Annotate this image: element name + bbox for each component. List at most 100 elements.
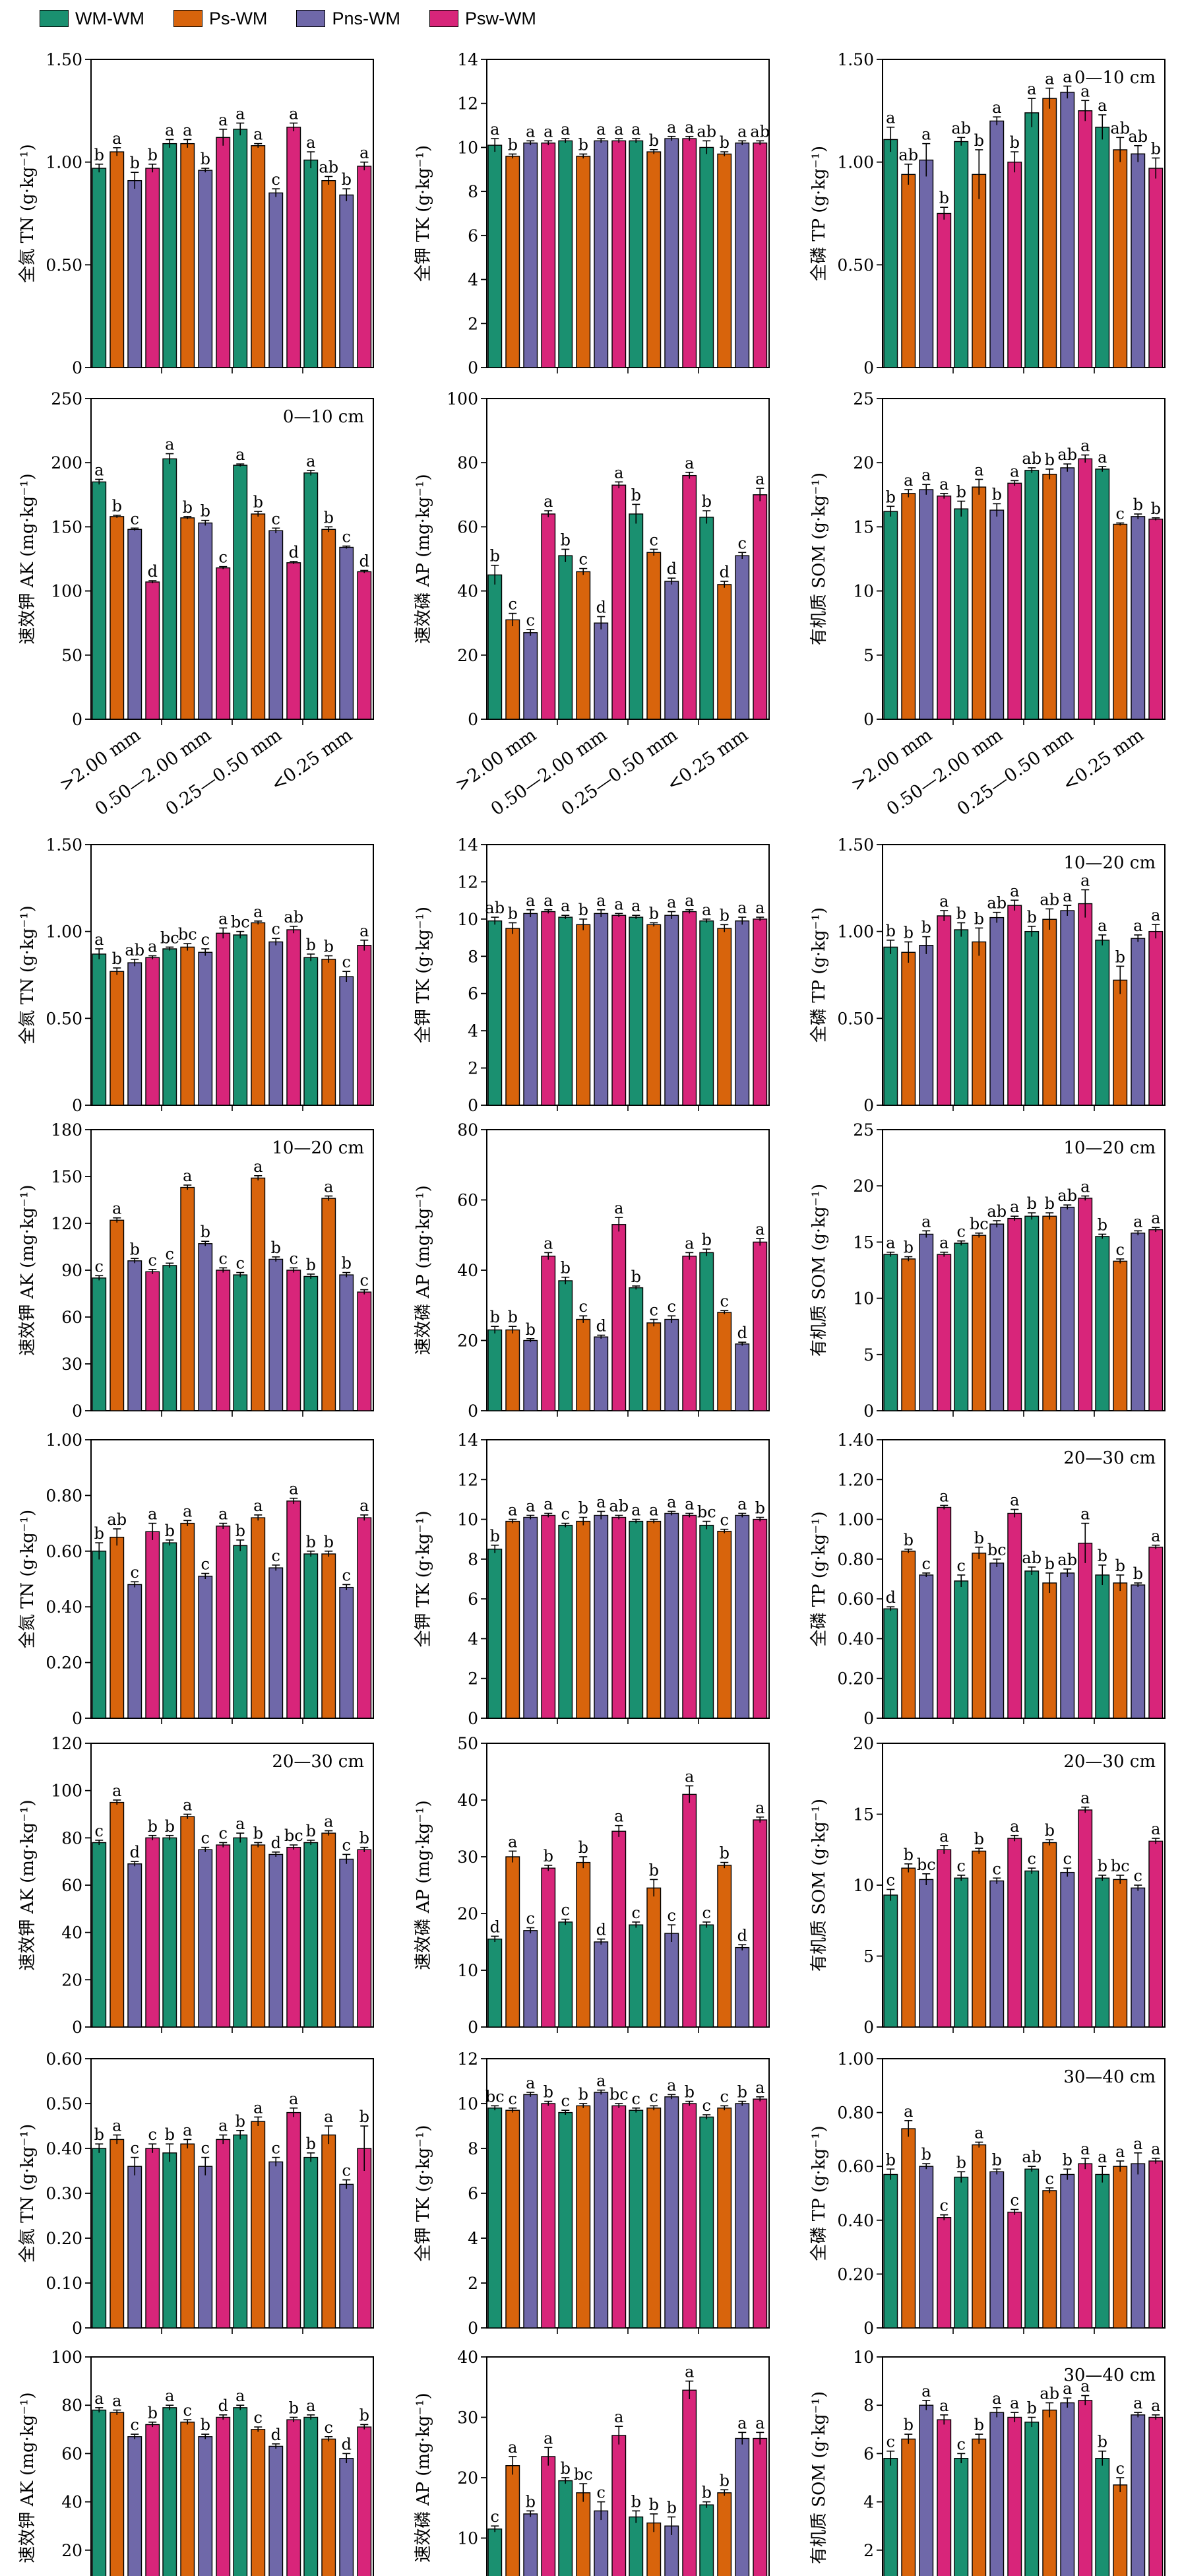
y-tick-label: 20 [853,453,874,472]
significance-letter: ab [1128,127,1148,146]
y-tick-label: 10 [457,2094,478,2113]
y-tick-label: 0.80 [46,1486,82,1505]
significance-letter: a [1080,1178,1090,1196]
bar [1131,516,1146,720]
significance-letter: c [254,2408,263,2427]
y-tick-label: 40 [61,2493,82,2512]
bar [1024,470,1040,720]
bar [558,2480,573,2576]
significance-letter: a [1098,96,1107,115]
significance-letter: ab [1022,449,1042,468]
significance-letter: b [201,150,210,168]
significance-letter: c [668,1297,676,1316]
bar [989,120,1005,368]
significance-letter: c [148,2125,157,2144]
significance-letter: d [342,2435,352,2453]
y-tick-label: 60 [61,2444,82,2463]
significance-letter: a [685,1495,694,1514]
significance-letter: b [1115,948,1125,966]
significance-letter: a [235,1815,245,1833]
y-tick-label: 0 [863,710,874,729]
significance-letter: b [342,170,352,189]
significance-letter: d [148,562,158,581]
significance-letter: b [94,1524,104,1543]
y-tick-label: 2 [468,2274,478,2293]
significance-letter: b [1010,133,1020,152]
significance-letter: ab [898,146,918,164]
bar [646,151,662,368]
y-tick-label: 0 [863,1709,874,1728]
significance-letter: c [201,2139,210,2158]
significance-letter: b [561,2459,571,2478]
significance-letter: c [342,1566,351,1584]
y-axis-label: 速效钾 AK (mg·kg⁻¹) [18,1799,38,1970]
significance-letter: b [720,2471,730,2490]
significance-letter: b [631,1268,641,1286]
significance-letter: a [886,1234,895,1252]
bar [505,1329,520,1411]
bar [303,1842,319,2028]
bar [558,1921,573,2028]
bar [1007,1217,1022,1411]
significance-letter: a [614,120,623,139]
significance-letter: d [218,2397,228,2415]
bar [145,1531,160,1719]
significance-letter: a [702,901,711,919]
bar [251,2429,266,2576]
bar [735,555,750,720]
significance-letter: b [253,1824,263,1843]
bar [558,917,573,1106]
y-tick-label: 80 [457,1120,478,1140]
significance-letter: b [904,923,914,942]
bar [883,139,898,368]
bar [1113,149,1128,368]
bar [92,1551,107,1719]
significance-letter: a [1010,2394,1019,2412]
y-tick-label: 0 [72,1401,82,1421]
bar [1042,1582,1057,1719]
bar [1131,1584,1146,1719]
bar [1078,1543,1093,1719]
bar [1007,2416,1022,2576]
bar [233,1837,248,2028]
significance-letter: c [632,1904,640,1922]
bar [1060,910,1075,1106]
bar [92,953,107,1106]
significance-letter: ab [319,158,338,176]
legend-item-psw-wm: Psw-WM [429,9,536,29]
x-category-label: 0.50—2.00 mm [883,724,1007,820]
significance-letter: a [1151,2397,1160,2415]
bar [576,1318,591,1411]
y-tick-label: 0.60 [46,2049,82,2069]
bar [1095,940,1110,1106]
bar [505,928,520,1106]
significance-letter: c [1134,1867,1142,1885]
significance-letter: a [1010,1198,1019,1216]
significance-letter: b [490,1308,500,1326]
bar [198,2166,213,2329]
significance-letter: c [561,1901,570,1919]
legend: WM-WM Ps-WM Pns-WM Psw-WM [40,4,565,33]
bar [1148,1229,1164,1411]
significance-letter: c [272,2139,280,2158]
bar [321,1198,336,1411]
significance-letter: a [685,891,694,910]
significance-letter: b [544,1847,553,1865]
bar [1131,1233,1146,1411]
significance-letter: d [596,1921,606,1939]
significance-letter: a [112,2117,121,2135]
y-tick-label: 12 [457,872,478,891]
chart-panel: 0 10 20 30 40 50 速效磷 AP (mg·kg⁻¹) d a c b c b d a c b c a c… [414,1734,770,2037]
y-tick-label: 0 [72,1096,82,1115]
bar [1095,127,1110,368]
bar [251,2121,266,2329]
bar [286,1500,301,1719]
y-tick-label: 14 [457,835,478,854]
bar [611,1224,627,1411]
panel-title: 20—30 cm [1063,1752,1156,1772]
bar [611,1830,627,2028]
y-tick-label: 50 [61,646,82,665]
y-axis-label: 速效钾 AK (mg·kg⁻¹) [18,2392,38,2563]
